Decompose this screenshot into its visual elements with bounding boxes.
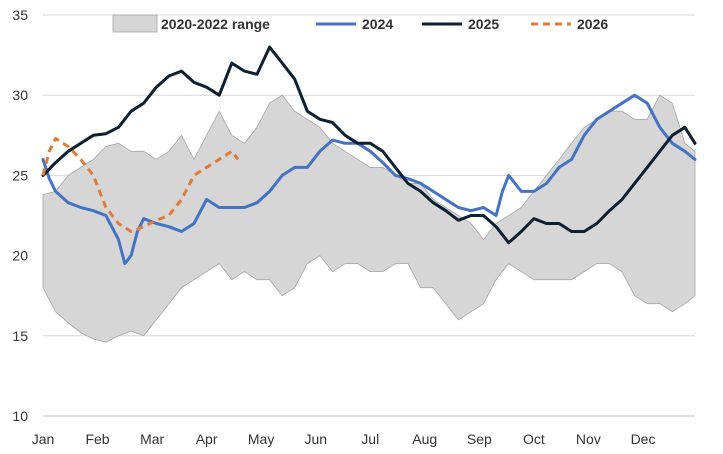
legend-label-2024: 2024	[362, 16, 393, 32]
legend-swatch-range	[112, 14, 158, 33]
series-lines	[41, 45, 697, 266]
x-tick-label: Aug	[412, 431, 437, 447]
legend: 2020-2022 range 2024 2025 2026	[112, 14, 608, 33]
y-tick-label: 25	[12, 167, 28, 183]
range-band	[42, 94, 696, 343]
y-tick-label: 10	[12, 408, 28, 424]
x-tick-label: Feb	[85, 431, 109, 447]
x-tick-label: Jul	[361, 431, 379, 447]
legend-label-2025: 2025	[468, 16, 499, 32]
legend-label-2026: 2026	[577, 16, 608, 32]
y-tick-label: 15	[12, 328, 28, 344]
x-tick-label: Apr	[196, 431, 218, 447]
x-tick-label: Jan	[32, 431, 55, 447]
x-tick-label: Nov	[576, 431, 601, 447]
x-tick-label: Oct	[523, 431, 545, 447]
y-tick-label: 30	[12, 87, 28, 103]
legend-label-range: 2020-2022 range	[161, 16, 270, 32]
series-line-2025	[41, 45, 697, 245]
range-band-area	[42, 94, 696, 343]
x-tick-label: Dec	[631, 431, 656, 447]
x-tick-label: Sep	[467, 431, 492, 447]
x-tick-label: Jun	[304, 431, 327, 447]
x-axis-ticks: Jan Feb Mar Apr May Jun Jul Aug Sep Oct Nov Dec	[32, 431, 656, 447]
x-tick-label: Mar	[140, 431, 164, 447]
y-axis-ticks: 10 15 20 25 30 35	[12, 7, 28, 424]
x-tick-label: May	[248, 431, 274, 447]
y-tick-label: 20	[12, 248, 28, 264]
series-line-2026	[41, 137, 240, 233]
y-tick-label: 35	[12, 7, 28, 23]
